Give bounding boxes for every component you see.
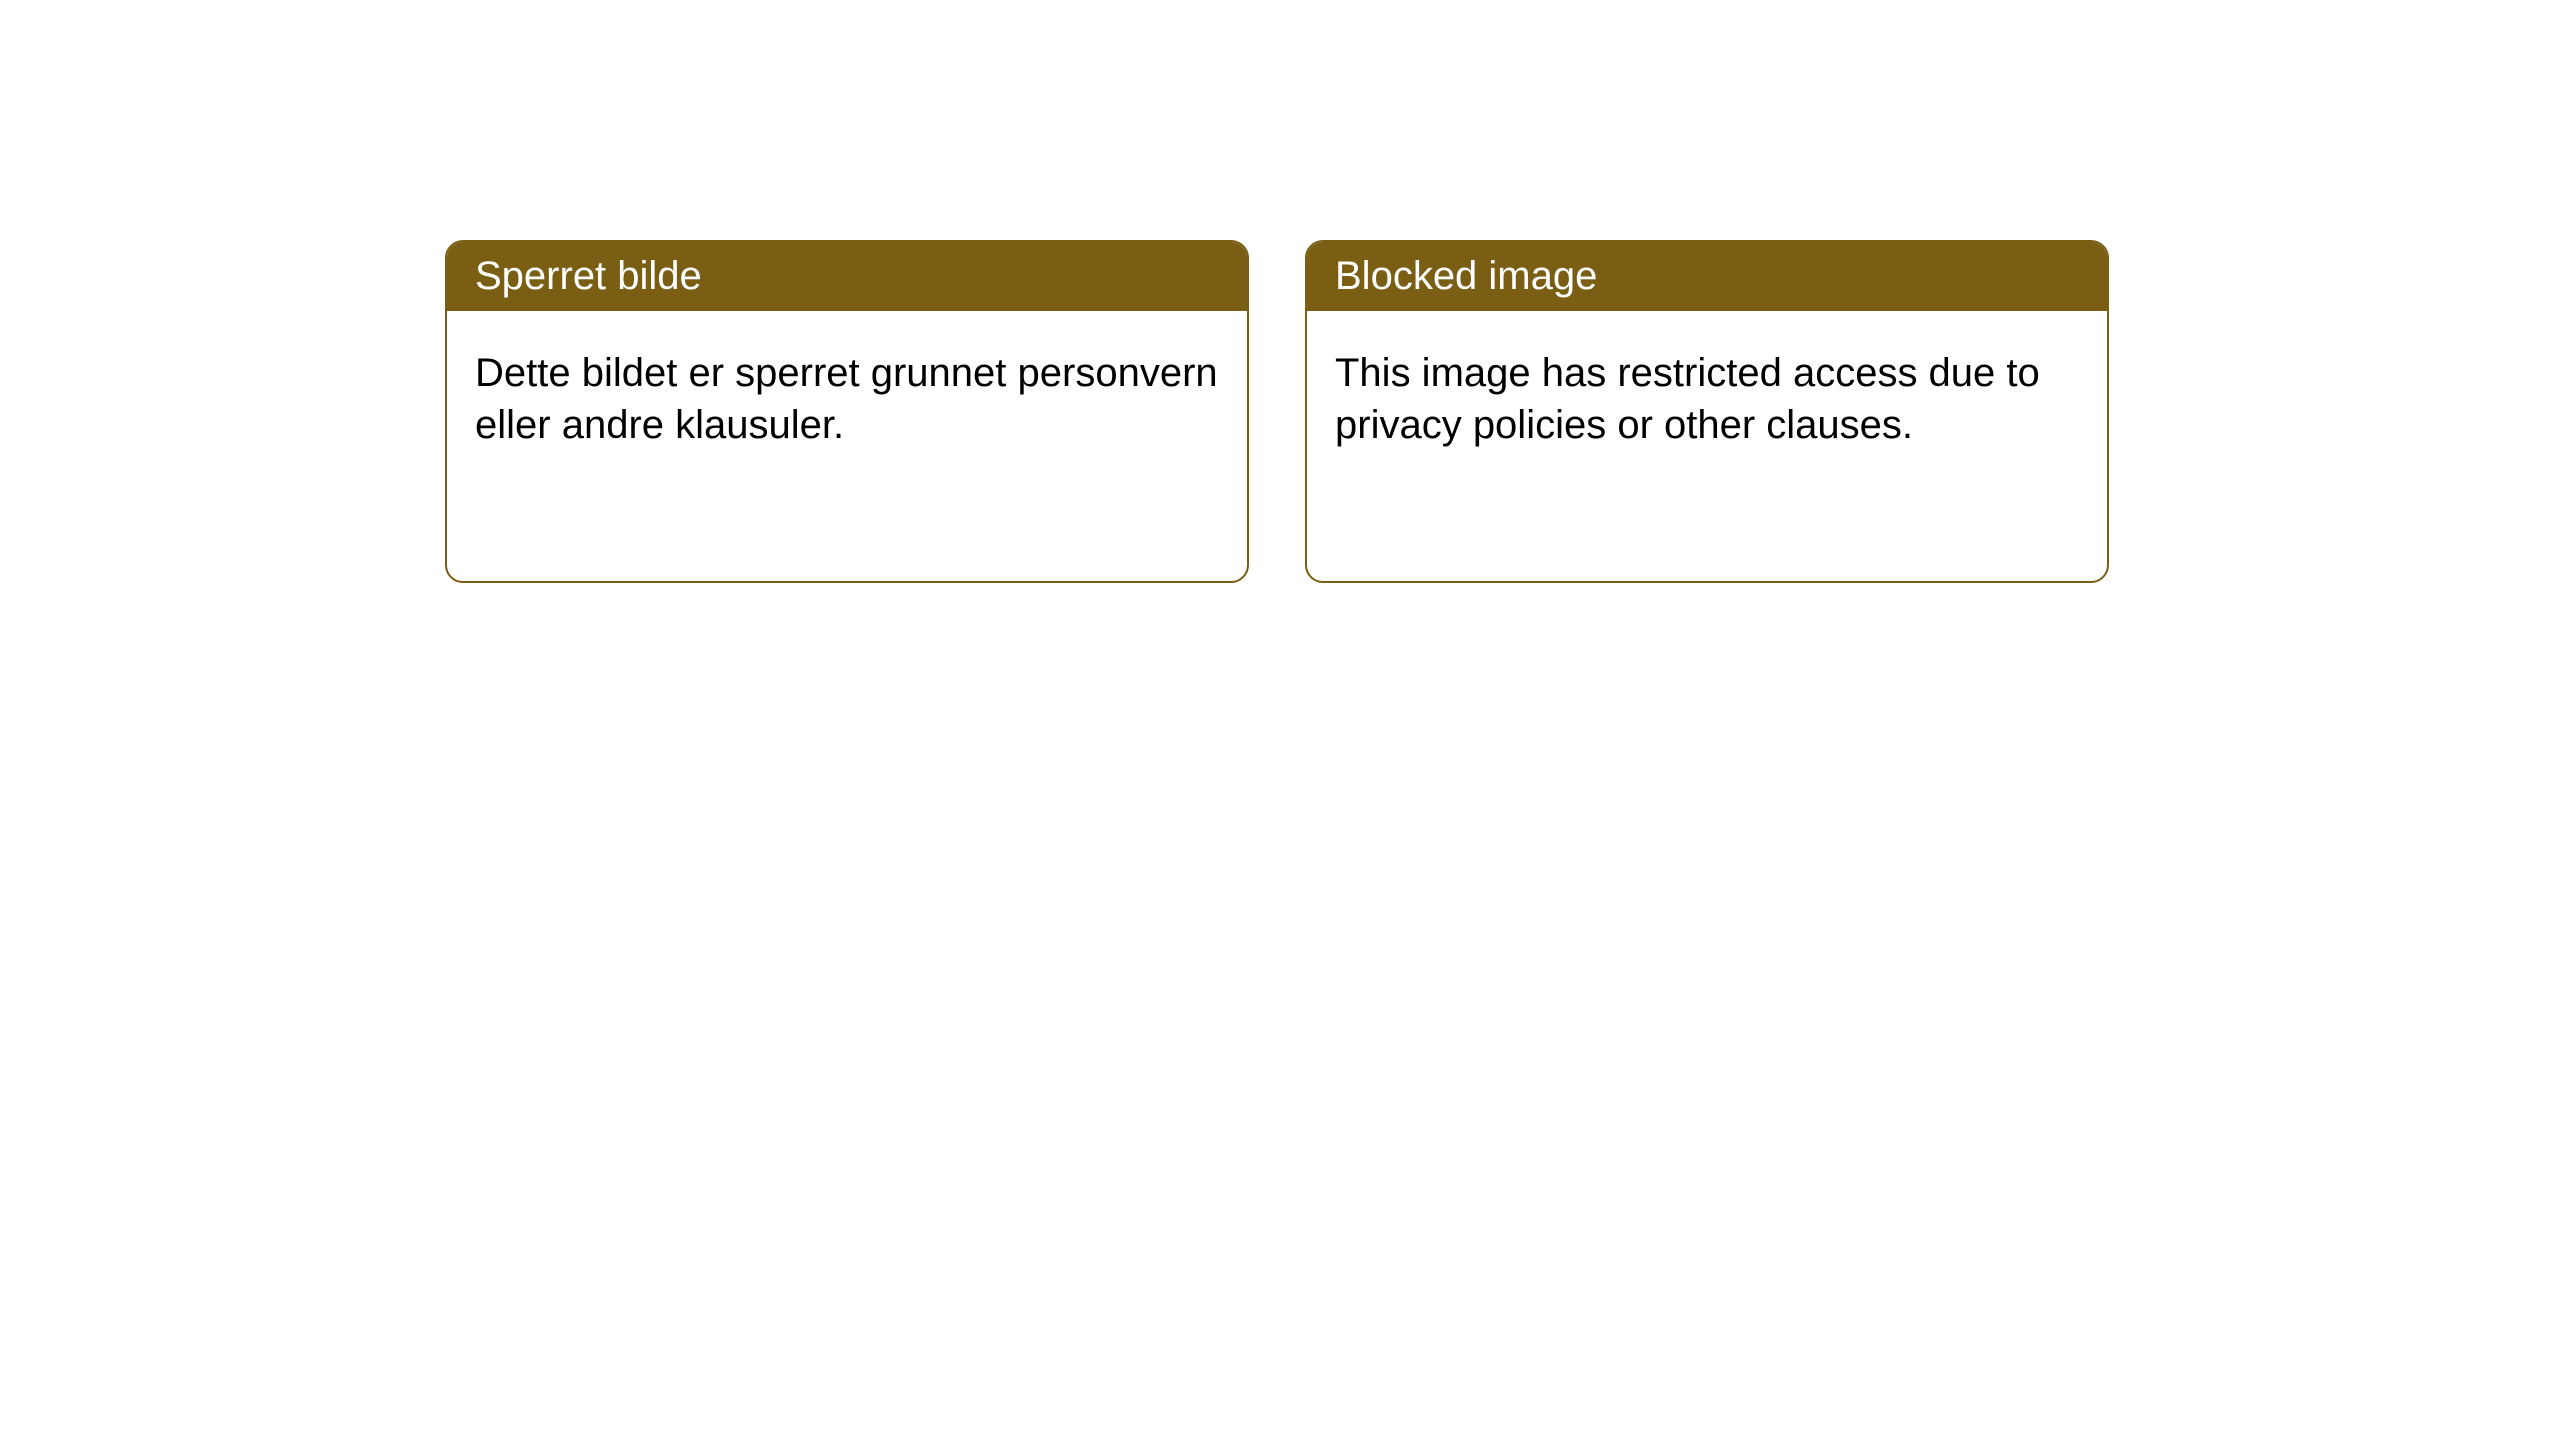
card-body-text: Dette bildet er sperret grunnet personve… — [475, 351, 1218, 447]
card-body-text: This image has restricted access due to … — [1335, 351, 2040, 447]
notice-card-norwegian: Sperret bilde Dette bildet er sperret gr… — [445, 240, 1249, 583]
card-body: This image has restricted access due to … — [1307, 311, 2107, 581]
notice-cards-container: Sperret bilde Dette bildet er sperret gr… — [445, 240, 2109, 583]
card-title: Sperret bilde — [475, 254, 702, 298]
card-header: Blocked image — [1307, 242, 2107, 311]
card-title: Blocked image — [1335, 254, 1597, 298]
notice-card-english: Blocked image This image has restricted … — [1305, 240, 2109, 583]
card-body: Dette bildet er sperret grunnet personve… — [447, 311, 1247, 581]
card-header: Sperret bilde — [447, 242, 1247, 311]
